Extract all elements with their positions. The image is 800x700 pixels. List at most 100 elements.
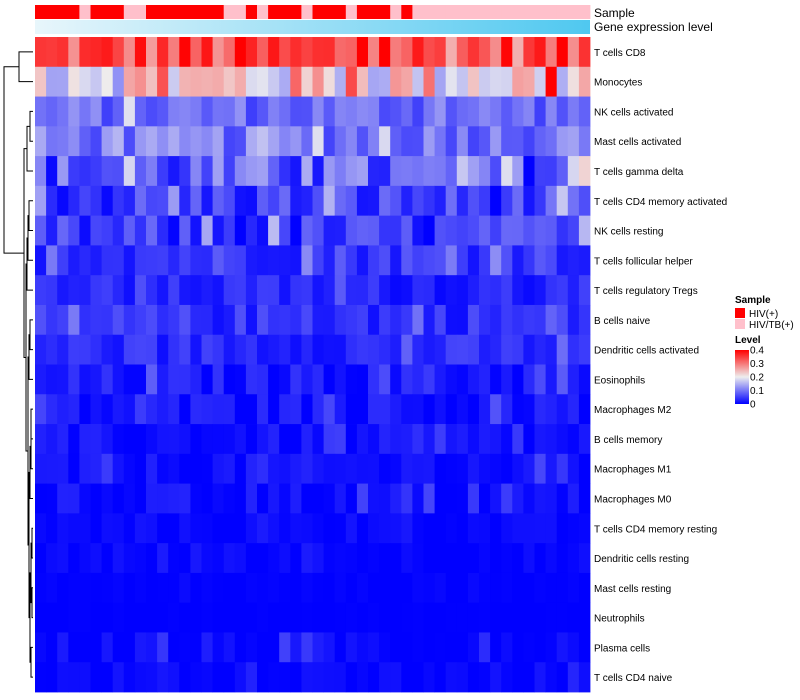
heatmap-cell	[434, 424, 447, 455]
heatmap-cell	[412, 394, 424, 425]
heatmap-cell	[423, 632, 435, 663]
row-label: T cells regulatory Tregs	[594, 286, 698, 297]
heatmap-cell	[578, 364, 591, 395]
heatmap-cell	[57, 37, 69, 68]
heatmap-cell	[479, 424, 491, 455]
heatmap-cell	[412, 483, 424, 514]
heatmap-cell	[390, 424, 402, 455]
heatmap-cell	[356, 156, 369, 187]
heatmap-cell	[356, 215, 369, 246]
heatmap-cell	[257, 602, 269, 633]
heatmap-cell	[57, 275, 69, 306]
heatmap-cell	[456, 394, 469, 425]
heatmap-cell	[168, 424, 180, 455]
heatmap-cell	[467, 245, 480, 276]
heatmap-cell	[68, 602, 80, 633]
heatmap-cell	[490, 572, 502, 604]
sample-annotation-cell	[434, 5, 447, 19]
heatmap-cell	[423, 662, 435, 693]
heatmap-cell	[201, 156, 213, 187]
heatmap-cell	[223, 394, 236, 425]
sample-annotation-cell	[412, 5, 424, 19]
heatmap-cell	[501, 394, 513, 425]
heatmap-cell	[368, 37, 380, 68]
heatmap-cell	[512, 156, 524, 187]
heatmap-cell	[212, 66, 225, 97]
heatmap-cell	[345, 66, 358, 97]
heatmap-cell	[368, 126, 380, 157]
legend-level-tick: 0.1	[750, 386, 764, 397]
heatmap-cell	[434, 334, 447, 365]
heatmap-cell	[257, 275, 269, 306]
heatmap-cell	[312, 632, 324, 663]
sample-annotation-cell	[201, 5, 213, 19]
heatmap-cell	[79, 662, 91, 693]
heatmap-cell	[279, 126, 291, 157]
heatmap-cell	[79, 304, 91, 336]
heatmap-cell	[578, 543, 591, 574]
heatmap-cell	[467, 66, 480, 97]
heatmap-cell	[146, 632, 158, 663]
heatmap-cell	[212, 185, 225, 217]
heatmap-cell	[490, 453, 502, 484]
heatmap-cell	[390, 245, 402, 276]
heatmap-cell	[390, 37, 402, 68]
heatmap-cell	[134, 185, 147, 217]
legend-swatch-hiv	[735, 308, 745, 318]
heatmap-cell	[234, 185, 247, 217]
heatmap-cell	[368, 364, 380, 395]
heatmap-cell	[434, 632, 447, 663]
heatmap-cell	[534, 37, 546, 68]
heatmap-cell	[190, 215, 202, 246]
heatmap-cell	[356, 632, 369, 663]
heatmap-cell	[168, 334, 180, 365]
heatmap-cell	[212, 662, 225, 693]
dendrogram-branch	[30, 646, 33, 678]
heatmap-cell	[412, 126, 424, 157]
heatmap-cell	[456, 245, 469, 276]
heatmap-cell	[501, 275, 513, 306]
heatmap-cell	[46, 543, 58, 574]
row-label: B cells naive	[594, 316, 651, 327]
heatmap-cell	[356, 96, 369, 127]
heatmap-cell	[368, 572, 380, 604]
heatmap-cell	[146, 572, 158, 604]
heatmap-cell	[279, 543, 291, 574]
heatmap-cell	[190, 453, 202, 484]
heatmap-cell	[490, 543, 502, 574]
heatmap-cell	[578, 483, 591, 514]
heatmap-cell	[245, 185, 258, 217]
heatmap-cell	[512, 394, 524, 425]
sample-annotation-cell	[146, 5, 158, 19]
heatmap-cell	[101, 96, 114, 127]
heatmap-cell	[190, 66, 202, 97]
heatmap-cell	[212, 543, 225, 574]
heatmap-cell	[567, 513, 580, 544]
legend-swatch-hivtb	[735, 319, 745, 329]
heatmap-cell	[479, 96, 491, 127]
heatmap-cell	[279, 513, 291, 544]
heatmap-cell	[201, 424, 213, 455]
heatmap-cell	[345, 662, 358, 693]
heatmap-cell	[379, 572, 391, 604]
heatmap-cell	[279, 37, 291, 68]
heatmap-cell	[101, 364, 114, 395]
heatmap-cell	[501, 334, 513, 365]
heatmap-cell	[68, 364, 80, 395]
heatmap-cell	[479, 662, 491, 693]
heatmap-cell	[456, 156, 469, 187]
legend-level-title: Level	[735, 335, 761, 346]
heatmap-cell	[101, 304, 114, 336]
heatmap-cell	[123, 394, 136, 425]
heatmap-cell	[79, 483, 91, 514]
heatmap-cell	[479, 543, 491, 574]
heatmap-cell	[146, 96, 158, 127]
row-label: Neutrophils	[594, 614, 645, 625]
heatmap-cell	[35, 602, 47, 633]
heatmap-cell	[301, 483, 313, 514]
heatmap-cell	[434, 483, 447, 514]
heatmap-cell	[68, 662, 80, 693]
heatmap-cell	[46, 66, 58, 97]
heatmap-cell	[212, 275, 225, 306]
heatmap-cell	[57, 185, 69, 217]
